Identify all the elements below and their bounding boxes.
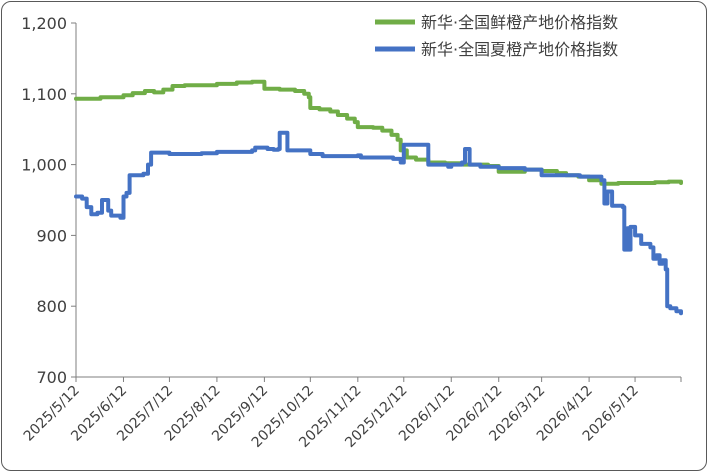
series-line-summer-orange [74,130,683,316]
legend-label: 新华·全国夏橙产地价格指数 [421,40,618,59]
y-tick-label: 1,200 [21,14,67,33]
y-tick-label: 700 [36,368,67,387]
y-tick-label: 800 [36,297,67,316]
series-lines [74,79,683,316]
y-tick-label: 1,100 [21,85,67,104]
y-tick-label: 1,000 [21,156,67,175]
y-tick-label: 900 [36,226,67,245]
axes: 7008009001,0001,1001,2002025/5/122025/6/… [21,14,682,451]
legend-label: 新华·全国鲜橙产地价格指数 [421,13,618,32]
series-line-fresh-orange [74,79,683,186]
